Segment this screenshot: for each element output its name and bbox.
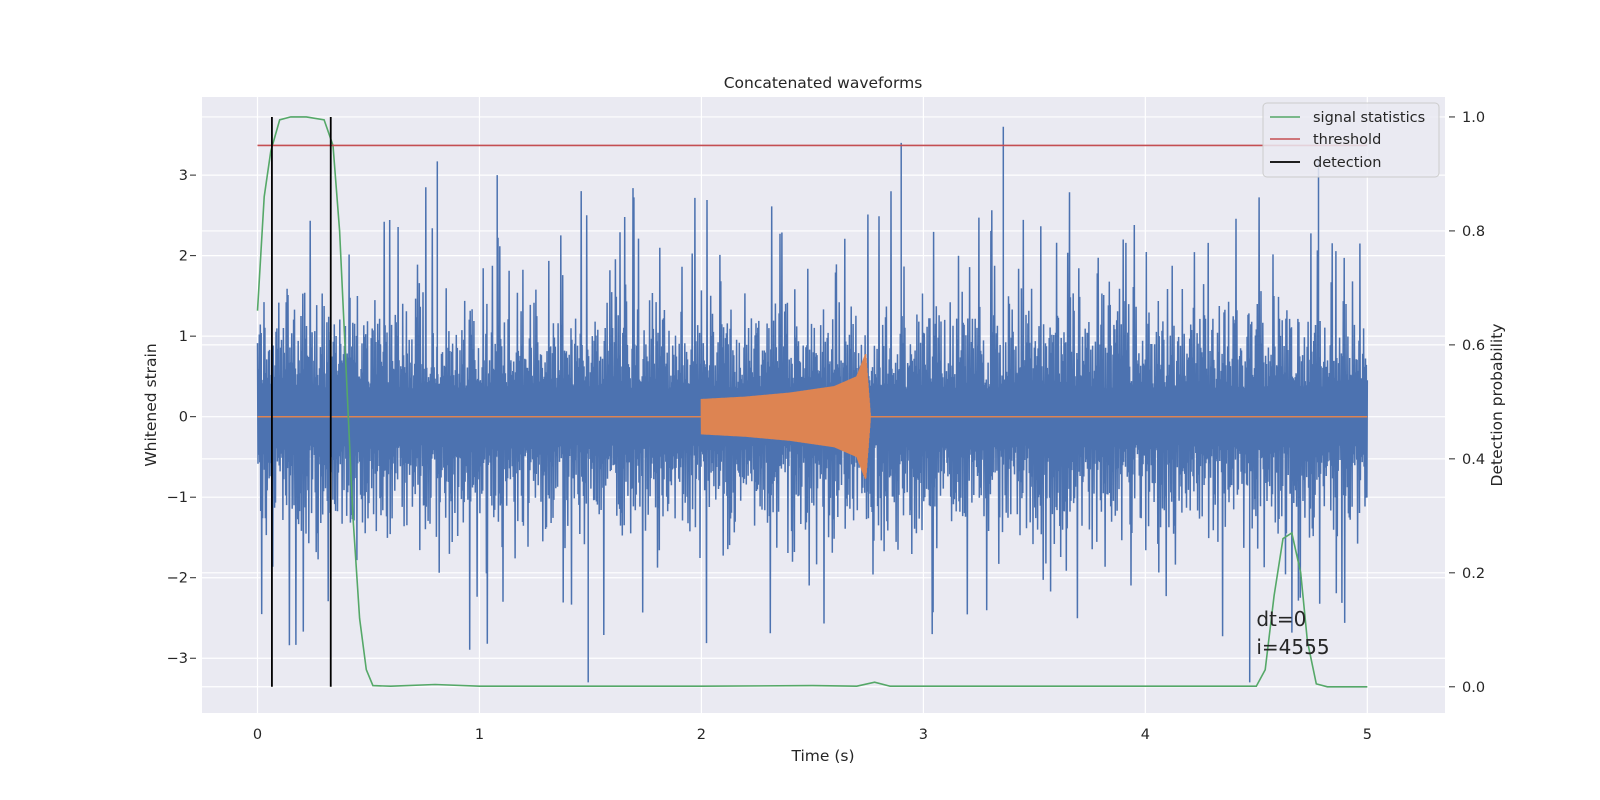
y-tick-label: −2 xyxy=(167,571,188,587)
y-axis-label: Whitened strain xyxy=(142,343,160,466)
x-tick-label: 0 xyxy=(253,727,262,743)
y2-tick-labels: 0.0 0.2 0.4 0.6 0.8 1.0 xyxy=(1449,110,1485,696)
legend-label-detection: detection xyxy=(1313,155,1381,171)
y-tick-labels: −3 −2 −1 0 1 2 3 xyxy=(167,168,196,667)
y2-axis-label: Detection probability xyxy=(1488,324,1506,487)
x-tick-label: 4 xyxy=(1141,727,1150,743)
y-tick-label: 0 xyxy=(179,410,188,426)
legend-label-signal-statistics: signal statistics xyxy=(1313,110,1425,126)
y2-tick-label: 0.6 xyxy=(1462,338,1485,354)
x-tick-label: 1 xyxy=(475,727,484,743)
annotations: dt=0 i=4555 xyxy=(1256,607,1329,659)
annotation-text: i=4555 xyxy=(1256,635,1329,659)
legend-label-threshold: threshold xyxy=(1313,132,1381,148)
x-tick-label: 5 xyxy=(1363,727,1372,743)
series-line-signal-statistics xyxy=(256,116,1368,688)
legend-frame xyxy=(1262,102,1440,178)
legend: signal statistics threshold detection xyxy=(1262,102,1440,178)
y2-tick-label: 0.0 xyxy=(1462,680,1485,696)
chart-title: Concatenated waveforms xyxy=(724,74,923,92)
x-tick-label: 3 xyxy=(919,727,928,743)
y2-tick-label: 1.0 xyxy=(1462,110,1485,126)
x-tick-label: 2 xyxy=(697,727,706,743)
series-line-chirp xyxy=(257,353,1368,479)
y-tick-label: 1 xyxy=(179,329,188,345)
y2-tick-label: 0.2 xyxy=(1462,566,1485,582)
y-tick-label: 3 xyxy=(179,168,188,184)
y-tick-label: 2 xyxy=(179,249,188,265)
x-tick-labels: 0 1 2 3 4 5 xyxy=(253,727,1372,743)
data-layer xyxy=(256,116,1369,688)
y2-tick-label: 0.4 xyxy=(1462,452,1485,468)
annotation-text: dt=0 xyxy=(1256,607,1306,631)
detection-lines xyxy=(271,116,332,687)
y-tick-label: −3 xyxy=(167,651,188,667)
x-axis-label: Time (s) xyxy=(790,747,854,765)
series-line-strain xyxy=(256,126,1369,683)
y-tick-label: −1 xyxy=(167,490,188,506)
y2-tick-label: 0.8 xyxy=(1462,224,1485,240)
